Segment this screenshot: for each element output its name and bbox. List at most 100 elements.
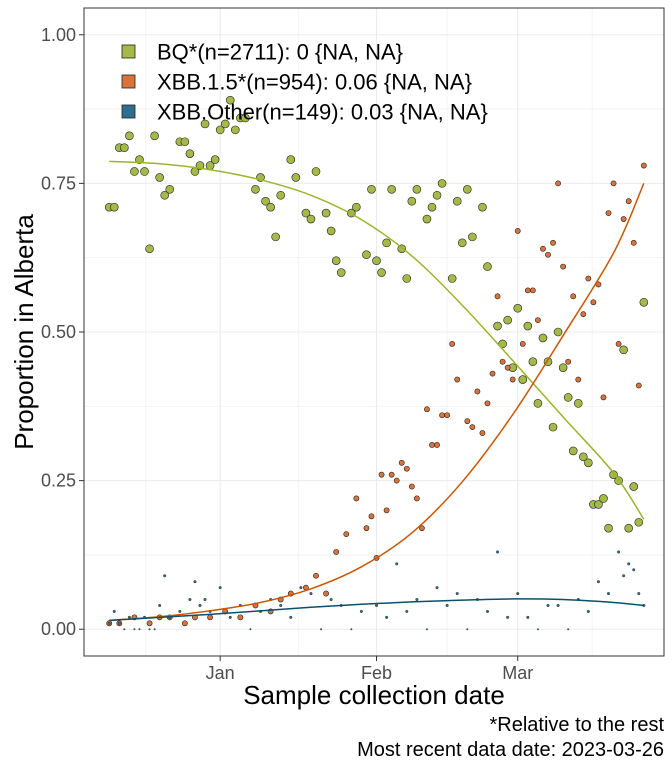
data-point-xbb-1-5	[343, 531, 350, 538]
data-point-xbb-other	[526, 615, 530, 619]
points-layer	[104, 95, 649, 631]
data-point-bq	[422, 214, 432, 224]
data-point-bq	[538, 333, 548, 343]
data-point-xbb-1-5	[353, 495, 360, 502]
data-point-xbb-1-5	[590, 299, 597, 306]
data-point-bq	[584, 458, 593, 468]
y-tick-label: 1.00	[41, 25, 76, 45]
data-point-bq	[140, 167, 149, 176]
data-point-xbb-other	[117, 621, 121, 625]
data-point-xbb-1-5	[408, 483, 415, 490]
data-point-bq	[331, 256, 341, 265]
data-point-xbb-other	[309, 592, 313, 596]
data-point-xbb-1-5	[333, 549, 340, 555]
data-point-bq	[387, 185, 396, 194]
data-point-xbb-other	[138, 628, 141, 631]
data-point-bq	[579, 452, 588, 462]
data-point-bq	[306, 214, 316, 224]
data-point-bq	[599, 494, 608, 503]
data-point-bq	[518, 375, 528, 384]
fit-line-xbb-other	[109, 598, 644, 622]
data-point-xbb-other	[107, 621, 111, 625]
data-point-bq	[301, 208, 311, 218]
data-point-xbb-1-5	[499, 358, 506, 365]
data-point-xbb-other	[279, 603, 283, 607]
data-point-xbb-1-5	[575, 376, 582, 383]
data-point-bq	[463, 185, 472, 194]
data-point-bq	[135, 155, 144, 164]
data-point-bq	[160, 190, 169, 200]
data-point-xbb-1-5	[570, 293, 577, 300]
legend-key	[121, 74, 136, 89]
data-point-xbb-other	[445, 603, 449, 607]
data-point-xbb-1-5	[620, 216, 627, 222]
data-point-bq	[362, 250, 371, 260]
data-point-bq	[523, 321, 533, 331]
data-point-xbb-1-5	[605, 210, 612, 217]
data-point-xbb-other	[148, 628, 151, 631]
data-point-xbb-other	[198, 603, 202, 607]
data-point-xbb-1-5	[529, 287, 536, 294]
data-point-xbb-1-5	[368, 513, 375, 520]
data-point-bq	[261, 196, 270, 206]
data-point-xbb-other	[218, 586, 222, 590]
data-point-xbb-other	[627, 562, 631, 566]
data-point-bq	[483, 262, 492, 271]
caption-relative-note: *Relative to the rest	[489, 714, 664, 736]
data-point-bq	[573, 399, 583, 408]
data-point-xbb-1-5	[323, 590, 329, 597]
data-point-xbb-other	[112, 609, 116, 613]
data-point-bq	[241, 113, 250, 123]
y-tick-label: 0.75	[41, 173, 76, 193]
data-point-bq	[594, 500, 603, 509]
data-point-xbb-1-5	[424, 406, 430, 413]
data-point-bq	[336, 268, 346, 277]
data-point-bq	[225, 95, 235, 105]
data-point-xbb-1-5	[535, 317, 541, 324]
data-point-bq	[165, 185, 175, 194]
data-point-xbb-1-5	[514, 228, 521, 234]
data-point-xbb-1-5	[454, 376, 461, 383]
data-point-bq	[286, 155, 296, 164]
data-point-xbb-1-5	[610, 180, 617, 187]
data-point-bq	[503, 315, 512, 325]
caption-recent-data-date: Most recent data date: 2023-03-26	[357, 739, 664, 761]
data-point-bq	[478, 202, 487, 212]
data-point-bq	[568, 446, 578, 456]
data-point-bq	[533, 399, 543, 408]
legend-key	[121, 104, 136, 119]
data-point-xbb-other	[395, 562, 399, 566]
data-point-xbb-1-5	[555, 180, 561, 187]
data-point-xbb-other	[607, 592, 611, 596]
data-point-xbb-1-5	[540, 245, 546, 252]
legend-label: XBB.Other(n=149): 0.03 {NA, NA}	[157, 100, 488, 125]
data-point-xbb-other	[617, 550, 621, 554]
data-point-xbb-1-5	[449, 340, 456, 347]
data-point-bq	[513, 303, 523, 313]
data-point-xbb-other	[178, 609, 182, 613]
data-point-xbb-1-5	[237, 614, 244, 621]
data-point-bq	[220, 119, 230, 129]
data-point-bq	[352, 202, 361, 212]
data-point-bq	[604, 523, 613, 533]
data-point-xbb-other	[289, 615, 293, 619]
data-point-xbb-1-5	[580, 311, 587, 318]
data-point-xbb-1-5	[419, 525, 425, 532]
data-point-xbb-other	[622, 574, 626, 578]
data-point-bq	[432, 190, 442, 200]
data-point-bq	[200, 119, 210, 129]
data-point-xbb-1-5	[489, 370, 496, 377]
data-point-xbb-1-5	[388, 471, 395, 478]
data-point-xbb-1-5	[429, 442, 435, 448]
data-point-bq	[619, 345, 628, 355]
data-point-bq	[407, 196, 417, 206]
data-point-bq	[291, 173, 301, 182]
data-point-xbb-other	[123, 628, 126, 631]
fit-line-xbb-1-5	[109, 183, 645, 622]
data-point-bq	[493, 321, 502, 331]
x-tick-label: Mar	[502, 663, 533, 683]
data-point-xbb-1-5	[313, 572, 319, 579]
data-point-xbb-other	[596, 580, 600, 584]
x-tick-label: Jan	[206, 663, 235, 683]
